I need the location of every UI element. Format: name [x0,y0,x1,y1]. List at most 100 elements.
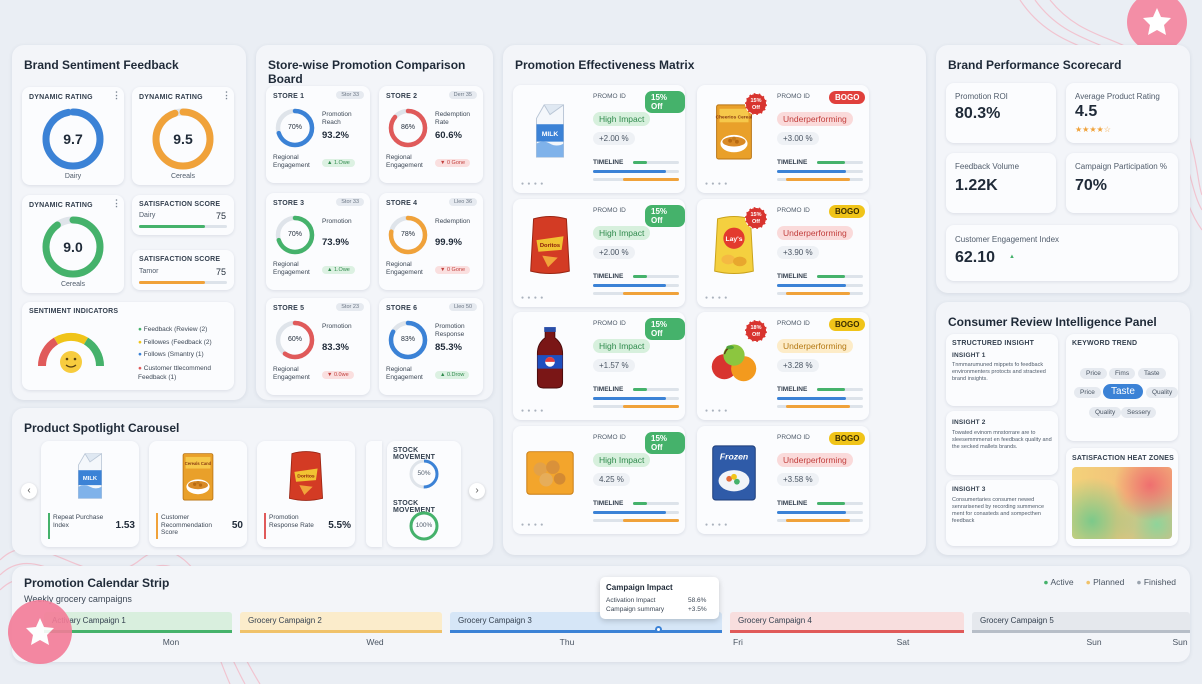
campaign-label: Grocery Campaign 4 [738,616,812,625]
uplift-pct: +2.00 % [593,132,635,145]
promotion-card[interactable]: Frozen PROMO ID BOGO Underperforming +3.… [697,425,869,534]
insight-card[interactable]: STRUCTURED INSIGHT INSIGHT 1 Tnmmarumune… [946,334,1058,406]
promotion-card[interactable]: Cheerios Cereal 15% Off PROMO ID BOGO Un… [697,85,869,193]
kpi-card[interactable]: Average Product Rating 4.5 ★★★★☆ [1066,83,1178,143]
keyword-chip[interactable]: Quality [1146,387,1179,398]
store-card[interactable]: STORE 6 Lleo 50 83% Promotion Response 8… [379,298,483,395]
store-card[interactable]: STORE 2 Derr 35 86% Redemption Rate 60.6… [379,86,483,183]
store-tag: Stor 33 [336,91,364,99]
campaign-bar[interactable]: Grocery Campaign 4 [730,612,964,633]
uplift-pct: +3.58 % [777,472,819,486]
impact-status: Underperforming [777,452,853,467]
store-card[interactable]: STORE 4 Lleo 36 78% Redemption 99.9% Reg… [379,193,483,290]
rating-ring [42,108,104,170]
tooltip-title: Campaign Impact [606,583,673,592]
product-image [521,438,579,511]
promotion-card[interactable]: PROMO ID 15% Off High Impact 4.25 % TIME… [513,425,685,534]
more-icon[interactable]: ⋮ [222,90,231,100]
promotion-card[interactable]: MILK PROMO ID 15% Off High Impact +2.00 … [513,85,685,193]
insight-card[interactable]: INSIGHT 2 Towated evinom mnstorrare are … [946,411,1058,475]
metric-value: 1.53 [115,520,135,531]
impact-status: High Impact [593,225,651,240]
card-label: STOCK MOVEMENT [393,447,436,461]
stock-ring [409,459,439,489]
timeline-marker[interactable] [655,626,662,633]
promotion-card[interactable]: 18% Off PROMO ID BOGO Underperforming +3… [697,312,869,420]
legend-item: ● Planned [1085,577,1125,587]
promotion-card[interactable]: Lay's 15% Off PROMO ID BOGO Underperform… [697,198,869,307]
store-name: STORE 5 [273,305,305,312]
timeline-bar [593,397,679,400]
stock-pct: 50% [417,470,431,477]
dynamic-rating-card[interactable]: DYNAMIC RATING ⋮ 9.5 Cereals [132,87,234,185]
indicator-item: ● Customer ttlecommend Feedback (1) [138,364,211,381]
keyword-chip[interactable]: Sessery [1121,407,1157,418]
engagement-delta: ▼ 0 Gone [435,159,471,167]
campaign-bar[interactable]: Activary Campaign 1 [44,612,232,633]
timeline-label: TIMELINE [593,272,624,280]
more-icon[interactable]: ⋮ [112,198,121,208]
panel-title: Consumer Review Intelligence Panel [948,315,1157,329]
metric-label: Promotion [322,218,352,225]
timeline-bar [817,161,863,164]
keyword-chip[interactable]: Price [1080,368,1107,379]
uplift-pct: +1.57 % [593,359,635,372]
rating-ring [42,216,104,278]
keyword-chip-highlight[interactable]: Taste [1103,384,1143,399]
engagement-delta: ▼ 0 Gone [435,266,471,274]
store-card[interactable]: STORE 1 Stor 33 70% Promotion Reach 93.2… [266,86,370,183]
promo-id-label: PROMO ID [593,320,626,327]
store-card[interactable]: STORE 5 Stor 23 60% Promotion 83.3% Regi… [266,298,370,395]
kpi-card[interactable]: Feedback Volume 1.22K [946,153,1056,213]
more-icon[interactable]: ⋮ [112,90,121,100]
keyword-chip[interactable]: Price [1074,387,1101,398]
regional-engagement-label: Regional Engagement [386,154,423,169]
keyword-chip[interactable]: Quality [1089,407,1122,418]
kpi-value: 4.5 [1075,103,1098,120]
metric-accent [156,513,158,539]
promotion-card[interactable]: PROMO ID 15% Off High Impact +1.57 % TIM… [513,312,685,420]
svg-text:Frozen: Frozen [720,451,748,461]
regional-engagement-label: Regional Engagement [273,154,310,169]
timeline-label: TIMELINE [593,499,624,507]
satisfaction-score-card[interactable]: SATISFACTION SCORE Dairy 75 [132,195,234,235]
campaign-bar[interactable]: Grocery Campaign 5 [972,612,1190,633]
store-ring [275,215,315,255]
kpi-label: Feedback Volume [955,162,1020,171]
carousel-product-card[interactable]: Cereals Cand Customer Recommendation Sco… [149,441,247,547]
insight-label: INSIGHT 2 [952,419,986,426]
campaign-label: Grocery Campaign 2 [248,616,322,625]
metric-label: Promotion Response Rate [269,514,314,529]
uplift-pct: +3.00 % [777,132,819,145]
card-label: DYNAMIC RATING [29,202,93,209]
carousel-product-card[interactable]: Doritos Promotion Response Rate 5.5% [257,441,355,547]
promotion-card[interactable]: Doritos PROMO ID 15% Off High Impact +2.… [513,198,685,307]
promo-badge: BOGO [829,204,866,218]
metric-accent [48,513,50,539]
promo-id-label: PROMO ID [593,206,626,214]
kpi-card[interactable]: Promotion ROI 80.3% [946,83,1056,143]
keyword-chip[interactable]: Taste [1138,368,1166,379]
carousel-next-button[interactable]: › [469,483,485,499]
ring-pct: 70% [287,124,302,131]
carousel-dots: ● ● ● ● [705,408,729,414]
store-card[interactable]: STORE 3 Stor 33 70% Promotion 73.9% Regi… [266,193,370,290]
kpi-card[interactable]: Campaign Participation % 70% [1066,153,1178,213]
dynamic-rating-card[interactable]: DYNAMIC RATING ⋮ 9.0 Cereals [22,195,124,293]
kpi-label: Customer Engagement Index [955,235,1060,244]
tooltip-value: +3.5% [688,606,707,613]
card-label: STRUCTURED INSIGHT [952,340,1035,347]
campaign-bar[interactable]: Grocery Campaign 2 [240,612,442,633]
dynamic-rating-card[interactable]: DYNAMIC RATING ⋮ 9.7 Dairy [22,87,124,185]
keyword-chip[interactable]: Fims [1109,368,1136,379]
carousel-partial-card [366,441,382,547]
score-value: 75 [216,211,227,221]
kpi-card[interactable]: Customer Engagement Index 62.10 ▲ [946,225,1178,281]
carousel-product-card[interactable]: MILK Repeat Purchase Index 1.53 [41,441,139,547]
satisfaction-score-card[interactable]: SATISFACTION SCORE Tamor 75 [132,250,234,290]
timeline-label: TIMELINE [777,272,808,280]
card-label: STOCK MOVEMENT [393,500,436,514]
carousel-prev-button[interactable]: ‹ [21,483,37,499]
score-bar [139,281,227,284]
insight-card[interactable]: INSIGHT 3 Consumertaries consumer newed … [946,480,1058,546]
